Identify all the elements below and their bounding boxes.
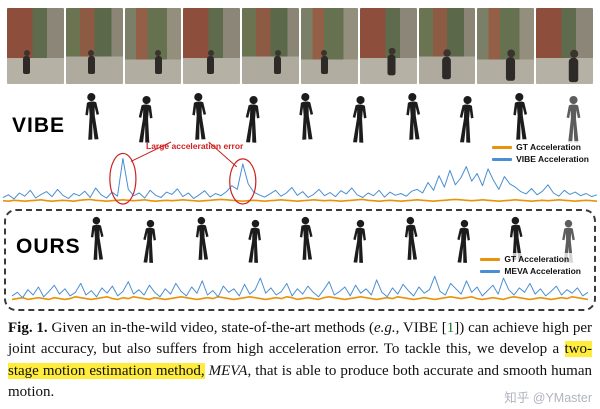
video-frame <box>477 8 535 84</box>
video-frame <box>65 8 123 84</box>
legend-item-meva: MEVA Acceleration <box>480 266 581 276</box>
human-mesh-figure-icon <box>452 87 480 152</box>
figure-caption: Fig. 1. Given an in-the-wild video, stat… <box>8 318 592 403</box>
person-icon <box>207 50 215 74</box>
person-icon <box>568 49 579 83</box>
caption-text: Given an in-the-wild video, state-of-the… <box>47 320 374 336</box>
video-frame <box>7 8 64 84</box>
caption-text: ]) can achieve high per joint accuracy, … <box>8 320 592 358</box>
vibe-chart-legend: GT Acceleration VIBE Acceleration <box>489 141 592 165</box>
video-frame <box>300 8 358 84</box>
gt-line-swatch-icon <box>492 145 513 149</box>
person-icon <box>441 49 451 80</box>
video-frame <box>124 8 182 84</box>
caption-text: , that is able to produce both accurate … <box>8 362 593 400</box>
legend-label: GT Acceleration <box>516 142 581 152</box>
person-icon <box>320 50 328 74</box>
error-annotation: Large acceleration error <box>146 141 244 151</box>
video-frame <box>536 8 593 84</box>
legend-item-gt: GT Acceleration <box>480 254 581 264</box>
video-frame <box>359 8 417 84</box>
caption-text: , VIBE [ <box>395 320 447 336</box>
caption-meva: MEVA <box>208 362 248 379</box>
legend-label: GT Acceleration <box>504 254 570 264</box>
caption-citation: 1 <box>446 320 455 336</box>
human-mesh-figure-icon <box>78 84 106 149</box>
ours-chart-legend: GT Acceleration MEVA Acceleration <box>477 253 584 277</box>
person-icon <box>154 50 162 74</box>
vibe-label: VIBE <box>12 114 66 137</box>
meva-acceleration-chart <box>11 258 589 306</box>
vibe-line-swatch-icon <box>492 157 513 161</box>
ours-section: OURS GT Acceleration MEVA Acceleration <box>4 209 596 311</box>
human-mesh-figure-icon <box>185 84 213 149</box>
video-frame-strip <box>7 8 593 84</box>
video-frame <box>418 8 476 84</box>
human-mesh-figure-icon <box>506 84 534 149</box>
watermark: 知乎 @YMaster <box>504 391 592 405</box>
legend-item-vibe: VIBE Acceleration <box>492 154 589 164</box>
caption-fig-label: Fig. 1. <box>8 320 48 336</box>
vibe-acceleration-chart <box>2 141 598 206</box>
video-frame <box>242 8 299 84</box>
ours-label: OURS <box>16 235 81 258</box>
human-mesh-figure-icon <box>292 84 320 149</box>
person-icon <box>87 50 95 74</box>
meva-line-swatch-icon <box>480 269 501 273</box>
person-icon <box>23 50 30 74</box>
vibe-section: VIBE Large acceleration error GT Acceler… <box>0 86 600 206</box>
person-icon <box>506 49 516 81</box>
video-frame <box>183 8 241 84</box>
legend-item-gt: GT Acceleration <box>492 142 589 152</box>
legend-label: MEVA Acceleration <box>504 266 581 276</box>
person-icon <box>274 50 282 74</box>
gt-line-swatch-icon <box>480 257 501 261</box>
caption-eg: e.g. <box>373 320 396 336</box>
legend-label: VIBE Acceleration <box>516 154 589 164</box>
person-icon <box>387 47 396 76</box>
human-mesh-figure-icon <box>346 87 374 152</box>
human-mesh-figure-icon <box>399 84 427 149</box>
